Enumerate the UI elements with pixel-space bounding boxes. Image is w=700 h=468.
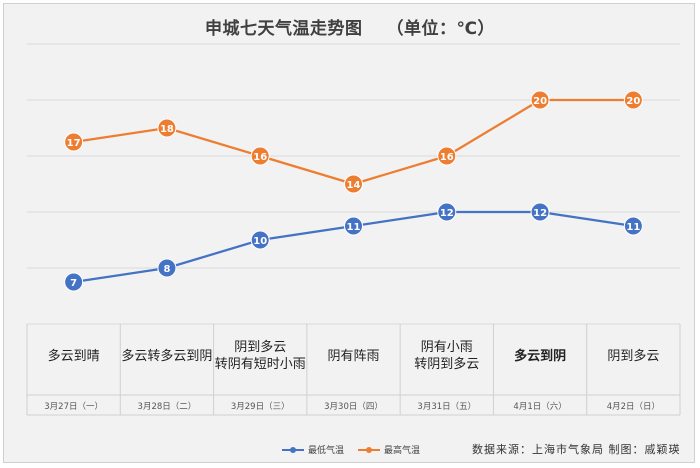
data-point-low bbox=[157, 258, 177, 278]
legend-label-high: 最高气温 bbox=[384, 446, 421, 456]
legend-swatch-low bbox=[282, 446, 304, 453]
series-line-high bbox=[73, 98, 634, 186]
weather-label: 多云到晴 bbox=[48, 348, 100, 364]
chart-title: 申城七天气温走势图 （单位：℃） bbox=[4, 14, 696, 39]
data-point-high bbox=[157, 118, 177, 138]
data-label-low: 10 bbox=[253, 236, 267, 247]
data-point-low bbox=[250, 230, 270, 250]
data-label-low: 7 bbox=[70, 278, 77, 289]
legend-item-low: 最低气温 bbox=[282, 443, 344, 456]
legend-swatch-high bbox=[358, 446, 381, 453]
x-tick-label: 3月31日（五） bbox=[417, 401, 476, 412]
weather-label: 阴到多云 bbox=[234, 339, 286, 355]
x-tick-label: 4月2日（日） bbox=[607, 401, 660, 412]
data-label-high: 14 bbox=[347, 180, 361, 191]
data-label-high: 20 bbox=[626, 96, 640, 107]
data-point-low bbox=[344, 216, 363, 236]
data-label-high: 16 bbox=[440, 152, 454, 163]
data-label-high: 18 bbox=[160, 124, 174, 135]
x-tick-label: 3月27日（一） bbox=[44, 401, 103, 412]
data-point-low bbox=[437, 202, 457, 222]
legend-item-high: 最高气温 bbox=[358, 443, 420, 456]
data-point-low bbox=[623, 216, 643, 236]
weather-label: 阴有小雨 bbox=[421, 340, 473, 355]
data-label-high: 16 bbox=[253, 152, 267, 163]
x-tick-label: 3月29日（三） bbox=[231, 401, 290, 412]
data-label-high: 17 bbox=[67, 138, 81, 149]
data-point-high bbox=[64, 132, 84, 152]
data-point-high bbox=[623, 90, 643, 110]
data-label-low: 11 bbox=[347, 222, 361, 233]
chart-title-text: 申城七天气温走势图 bbox=[204, 19, 363, 39]
weather-label: 阴到多云 bbox=[607, 348, 659, 364]
x-tick-label: 3月28日（二） bbox=[138, 401, 197, 412]
weather-label: 阴有阵雨 bbox=[327, 349, 379, 364]
legend-label-low: 最低气温 bbox=[308, 446, 345, 456]
data-source-note: 数据来源：上海市气象局 制图：戚颖瑛 bbox=[472, 443, 681, 456]
data-point-low bbox=[64, 272, 84, 292]
weather-label: 转阴有短时小雨 bbox=[215, 357, 306, 372]
data-label-low: 12 bbox=[440, 208, 454, 219]
data-label-low: 12 bbox=[533, 208, 547, 219]
weather-label: 转阴到多云 bbox=[414, 356, 479, 372]
weather-label: 多云到阴 bbox=[514, 348, 566, 364]
chart-title-unit: （单位：℃） bbox=[386, 19, 496, 39]
x-tick-label: 3月30日（四） bbox=[324, 401, 383, 412]
data-label-low: 8 bbox=[163, 264, 170, 275]
data-label-low: 11 bbox=[626, 222, 640, 233]
weather-label: 多云转多云到阴 bbox=[121, 348, 212, 364]
data-point-high bbox=[344, 174, 363, 194]
data-point-high bbox=[437, 146, 457, 166]
data-label-high: 20 bbox=[533, 96, 547, 107]
data-point-low bbox=[530, 202, 550, 222]
data-point-high bbox=[530, 90, 550, 110]
data-point-high bbox=[250, 146, 270, 166]
x-tick-label: 4月1日（六） bbox=[513, 401, 566, 412]
chart-legend: 最低气温 最高气温 bbox=[282, 443, 420, 456]
